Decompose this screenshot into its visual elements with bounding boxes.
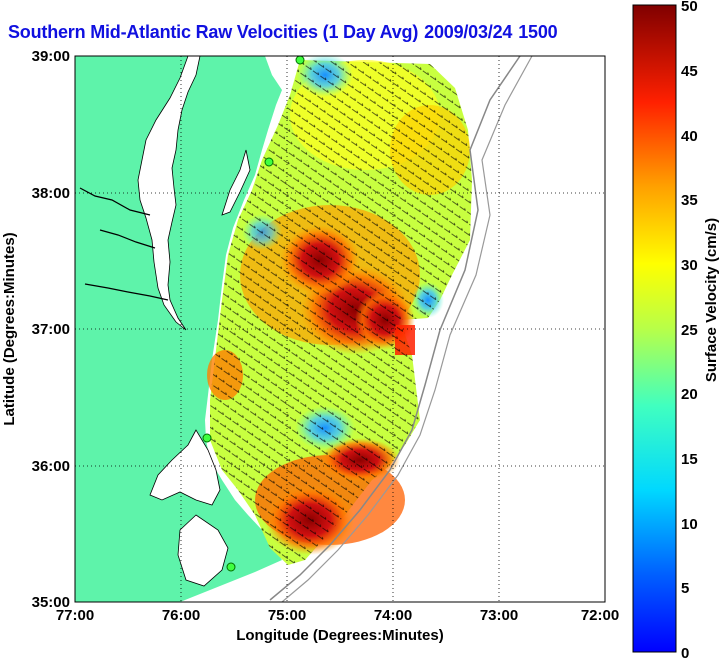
x-tick-label: 75:00 (268, 607, 306, 624)
x-tick-label: 76:00 (162, 607, 200, 624)
delmarva-inlet (221, 149, 251, 216)
x-tick-label: 77:00 (56, 607, 94, 624)
x-tick-label: 72:00 (581, 607, 619, 624)
colorbar-tick-label: 45 (681, 63, 698, 80)
river-rappahannock (99, 229, 156, 249)
title-date: 2009/03/24 (424, 22, 513, 42)
bathymetry-contour-2 (281, 56, 533, 602)
colorbar-tick-label: 10 (681, 516, 698, 533)
y-tick-label: 38:00 (32, 185, 70, 202)
albemarle-sound (177, 514, 229, 587)
colorbar-tick-label: 15 (681, 451, 698, 468)
bathymetry-contour-1 (269, 56, 521, 601)
map-title: Southern Mid-Atlantic Raw Velocities (1 … (8, 22, 558, 43)
river-potomac (79, 187, 151, 216)
colorbar-tick-label: 25 (681, 322, 698, 339)
radar-site-marker (264, 157, 274, 167)
colorbar-tick-label: 0 (681, 645, 689, 659)
colorbar-label: Surface Velocity (cm/s) (703, 218, 720, 382)
radar-site-marker (202, 433, 212, 443)
x-axis-label: Longitude (Degrees:Minutes) (236, 627, 444, 644)
pamlico-sound (149, 429, 221, 506)
colorbar-gradient (632, 4, 677, 653)
map-grid (75, 56, 605, 602)
colorbar-tick-label: 20 (681, 386, 698, 403)
colorbar-tick-label: 30 (681, 257, 698, 274)
colorbar-tick-label: 50 (681, 0, 698, 15)
river-james (84, 283, 169, 301)
x-tick-label: 73:00 (480, 607, 518, 624)
x-tick-label: 74:00 (374, 607, 412, 624)
radar-site-marker (226, 562, 236, 572)
y-tick-label: 36:00 (32, 458, 70, 475)
x-axis: 77:00 76:00 75:00 74:00 73:00 72:00 Long… (56, 607, 619, 644)
y-axis-label: Latitude (Degrees:Minutes) (1, 232, 18, 425)
y-tick-label: 37:00 (32, 321, 70, 338)
velocity-field (207, 56, 472, 565)
colorbar-tick-label: 40 (681, 128, 698, 145)
chesapeake-bay (137, 56, 201, 331)
y-tick-label: 35:00 (32, 594, 70, 611)
colorbar-tick-label: 35 (681, 192, 698, 209)
title-time: 1500 (518, 22, 558, 42)
plot-frame (74, 55, 606, 603)
title-text: Southern Mid-Atlantic Raw Velocities (1 … (8, 22, 419, 42)
y-tick-label: 39:00 (32, 48, 70, 65)
colorbar: 50 45 40 35 30 25 20 15 10 5 0 Surface V… (632, 0, 720, 659)
y-axis: 39:00 38:00 37:00 36:00 35:00 Latitude (… (1, 48, 70, 611)
radar-site-marker (295, 56, 305, 65)
colorbar-tick-label: 5 (681, 580, 689, 597)
